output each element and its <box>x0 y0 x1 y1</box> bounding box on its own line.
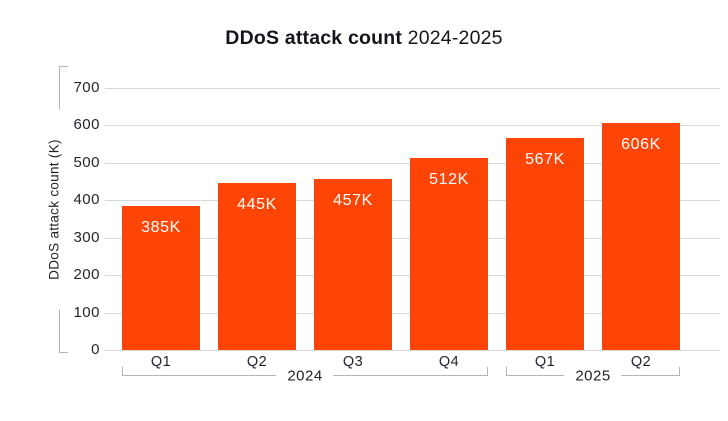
y-tick-label: 200 <box>73 266 100 284</box>
x-tick-label: Q3 <box>342 354 364 370</box>
bar-value-label: 512K <box>429 171 469 189</box>
bar: 567K <box>506 137 584 350</box>
year-group-label: 2025 <box>564 367 622 385</box>
y-tick-labels: 0 100 200 300 400 500 600 700 <box>0 79 100 358</box>
year-group-bracket: 2024 <box>122 367 488 385</box>
y-tick-label: 100 <box>73 303 100 321</box>
bar: 445K <box>218 183 296 350</box>
year-group-label: 2024 <box>276 367 334 385</box>
gridline <box>105 88 720 89</box>
plot-area: 385K 445K 457K 512K 567K 606K <box>105 88 720 351</box>
bar-value-label: 606K <box>621 136 661 154</box>
y-tick-label: 500 <box>73 153 100 171</box>
year-group-bracket: 2025 <box>506 367 680 385</box>
y-tick-label: 400 <box>73 191 100 209</box>
chart-title: DDoS attack count 2024-2025 <box>0 27 728 50</box>
y-tick-label: 700 <box>73 79 100 96</box>
bar-value-label: 385K <box>141 218 181 236</box>
bar-value-label: 567K <box>525 150 565 168</box>
x-tick-label: Q4 <box>438 354 460 370</box>
x-tick-label: Q2 <box>246 354 268 370</box>
y-tick-label: 600 <box>73 116 100 134</box>
chart-title-main: DDoS attack count <box>225 27 403 49</box>
y-tick-label: 0 <box>91 341 100 358</box>
bar-value-label: 457K <box>333 191 373 209</box>
bar: 512K <box>410 158 488 350</box>
gridline <box>105 125 720 127</box>
bar-value-label: 445K <box>237 196 277 214</box>
x-tick-label: Q2 <box>630 354 652 370</box>
x-tick-label: Q1 <box>534 354 556 370</box>
bar: 457K <box>314 178 392 350</box>
x-tick-label: Q1 <box>150 354 172 370</box>
gridline <box>105 350 720 351</box>
chart-title-period: 2024-2025 <box>402 27 503 49</box>
y-tick-label: 300 <box>73 228 100 246</box>
bar: 606K <box>602 123 680 350</box>
bar: 385K <box>122 205 200 350</box>
